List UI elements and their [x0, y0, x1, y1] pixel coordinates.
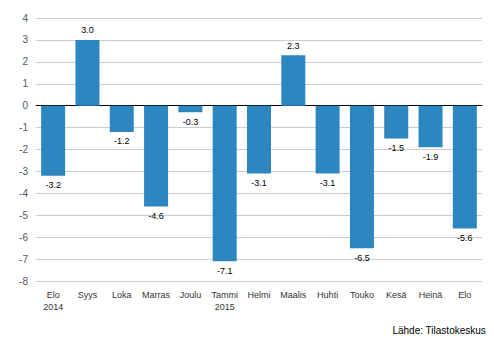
svg-text:Touko: Touko [350, 290, 374, 300]
svg-text:3.0: 3.0 [81, 25, 94, 35]
svg-text:-5.6: -5.6 [457, 233, 473, 243]
svg-text:Syys: Syys [78, 290, 98, 300]
svg-text:2: 2 [22, 56, 28, 67]
svg-text:-3.1: -3.1 [320, 178, 336, 188]
svg-text:Elo: Elo [47, 290, 60, 300]
svg-text:-1.9: -1.9 [423, 152, 439, 162]
svg-text:2.3: 2.3 [287, 41, 300, 51]
svg-text:-1: -1 [19, 122, 28, 133]
svg-text:-1.2: -1.2 [114, 136, 130, 146]
svg-text:-4: -4 [19, 188, 28, 199]
svg-text:-1.5: -1.5 [388, 143, 404, 153]
svg-text:Heinä: Heinä [419, 290, 443, 300]
svg-text:3: 3 [22, 34, 28, 45]
svg-text:2014: 2014 [43, 302, 63, 312]
svg-text:-3: -3 [19, 166, 28, 177]
svg-text:Helmi: Helmi [247, 290, 270, 300]
svg-text:Maalis: Maalis [280, 290, 307, 300]
svg-text:Elo: Elo [458, 290, 471, 300]
svg-text:-0.3: -0.3 [183, 117, 199, 127]
svg-text:-8: -8 [19, 276, 28, 287]
svg-text:-7.1: -7.1 [217, 266, 233, 276]
svg-text:Marras: Marras [142, 290, 171, 300]
svg-text:Loka: Loka [112, 290, 132, 300]
svg-text:Huhti: Huhti [317, 290, 338, 300]
svg-text:-3.2: -3.2 [45, 180, 61, 190]
svg-text:1: 1 [22, 78, 28, 89]
svg-text:Tammi: Tammi [211, 290, 238, 300]
svg-text:-4.6: -4.6 [148, 211, 164, 221]
svg-text:4: 4 [22, 13, 28, 24]
svg-text:-5: -5 [19, 210, 28, 221]
svg-text:-3.1: -3.1 [251, 178, 267, 188]
svg-text:-6: -6 [19, 232, 28, 243]
svg-text:-6.5: -6.5 [354, 253, 370, 263]
svg-text:2015: 2015 [215, 302, 235, 312]
svg-text:Joulu: Joulu [180, 290, 202, 300]
svg-text:-7: -7 [19, 254, 28, 265]
svg-text:Lähde: Tilastokeskus: Lähde: Tilastokeskus [392, 325, 485, 336]
svg-text:0: 0 [22, 100, 28, 111]
svg-text:-2: -2 [19, 144, 28, 155]
svg-text:Kesä: Kesä [386, 290, 407, 300]
